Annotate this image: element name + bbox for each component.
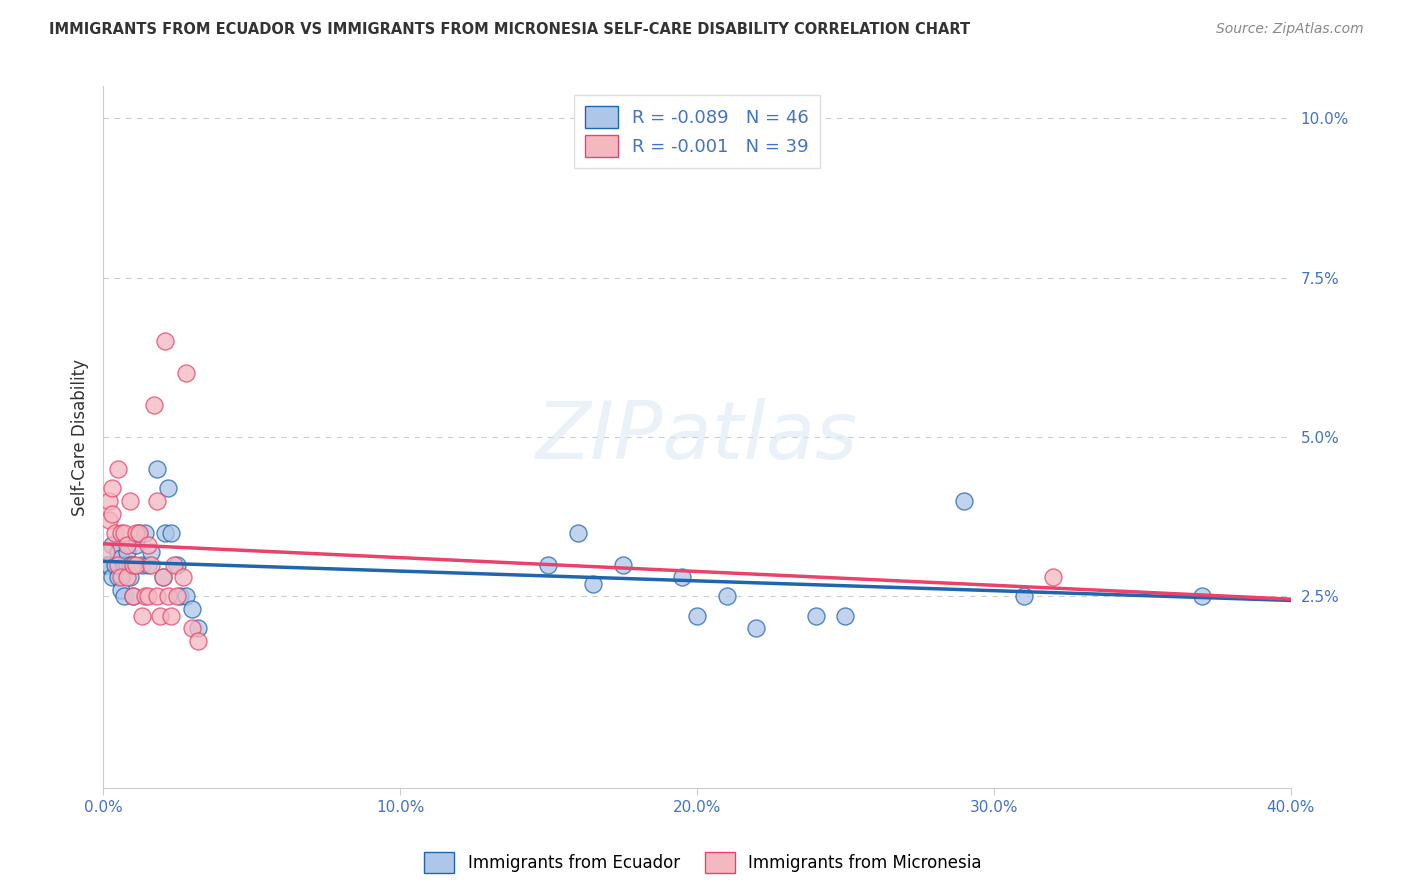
Point	[118, 493, 141, 508]
Text: ZIPatlas: ZIPatlas	[536, 398, 858, 476]
Point	[804, 608, 827, 623]
Point	[115, 538, 138, 552]
Point	[118, 558, 141, 572]
Point	[152, 570, 174, 584]
Point	[169, 590, 191, 604]
Point	[115, 570, 138, 584]
Point	[686, 608, 709, 623]
Point	[101, 538, 124, 552]
Point	[148, 608, 170, 623]
Point	[174, 590, 197, 604]
Point	[834, 608, 856, 623]
Point	[187, 634, 209, 648]
Point	[131, 558, 153, 572]
Point	[745, 621, 768, 635]
Point	[1042, 570, 1064, 584]
Point	[121, 558, 143, 572]
Point	[118, 570, 141, 584]
Point	[110, 583, 132, 598]
Point	[163, 558, 186, 572]
Point	[155, 334, 177, 349]
Point	[94, 558, 117, 572]
Point	[145, 493, 167, 508]
Point	[1191, 590, 1213, 604]
Point	[157, 590, 180, 604]
Point	[160, 525, 183, 540]
Point	[128, 525, 150, 540]
Point	[112, 525, 135, 540]
Point	[139, 545, 162, 559]
Text: Source: ZipAtlas.com: Source: ZipAtlas.com	[1216, 22, 1364, 37]
Point	[582, 576, 605, 591]
Point	[112, 558, 135, 572]
Point	[166, 558, 188, 572]
Point	[537, 558, 560, 572]
Point	[125, 538, 148, 552]
Point	[134, 525, 156, 540]
Point	[136, 558, 159, 572]
Point	[953, 493, 976, 508]
Point	[107, 545, 129, 559]
Legend: R = -0.089   N = 46, R = -0.001   N = 39: R = -0.089 N = 46, R = -0.001 N = 39	[574, 95, 820, 169]
Point	[1012, 590, 1035, 604]
Point	[101, 481, 124, 495]
Point	[94, 545, 117, 559]
Point	[187, 621, 209, 635]
Point	[98, 493, 121, 508]
Point	[107, 570, 129, 584]
Point	[104, 558, 127, 572]
Point	[181, 621, 204, 635]
Point	[107, 558, 129, 572]
Point	[110, 525, 132, 540]
Point	[160, 608, 183, 623]
Point	[115, 545, 138, 559]
Point	[716, 590, 738, 604]
Point	[131, 608, 153, 623]
Legend: Immigrants from Ecuador, Immigrants from Micronesia: Immigrants from Ecuador, Immigrants from…	[418, 846, 988, 880]
Text: IMMIGRANTS FROM ECUADOR VS IMMIGRANTS FROM MICRONESIA SELF-CARE DISABILITY CORRE: IMMIGRANTS FROM ECUADOR VS IMMIGRANTS FR…	[49, 22, 970, 37]
Point	[157, 481, 180, 495]
Point	[128, 525, 150, 540]
Point	[107, 462, 129, 476]
Point	[121, 558, 143, 572]
Point	[125, 558, 148, 572]
Point	[172, 570, 194, 584]
Point	[121, 590, 143, 604]
Point	[98, 513, 121, 527]
Point	[612, 558, 634, 572]
Point	[112, 590, 135, 604]
Point	[142, 398, 165, 412]
Point	[110, 570, 132, 584]
Point	[125, 525, 148, 540]
Point	[136, 538, 159, 552]
Point	[145, 462, 167, 476]
Point	[98, 558, 121, 572]
Point	[121, 590, 143, 604]
Point	[166, 590, 188, 604]
Point	[136, 590, 159, 604]
Point	[104, 525, 127, 540]
Point	[174, 366, 197, 380]
Point	[134, 590, 156, 604]
Point	[101, 507, 124, 521]
Point	[152, 570, 174, 584]
Point	[155, 525, 177, 540]
Point	[671, 570, 693, 584]
Point	[139, 558, 162, 572]
Point	[145, 590, 167, 604]
Point	[110, 551, 132, 566]
Y-axis label: Self-Care Disability: Self-Care Disability	[72, 359, 89, 516]
Point	[101, 570, 124, 584]
Point	[567, 525, 589, 540]
Point	[115, 558, 138, 572]
Point	[181, 602, 204, 616]
